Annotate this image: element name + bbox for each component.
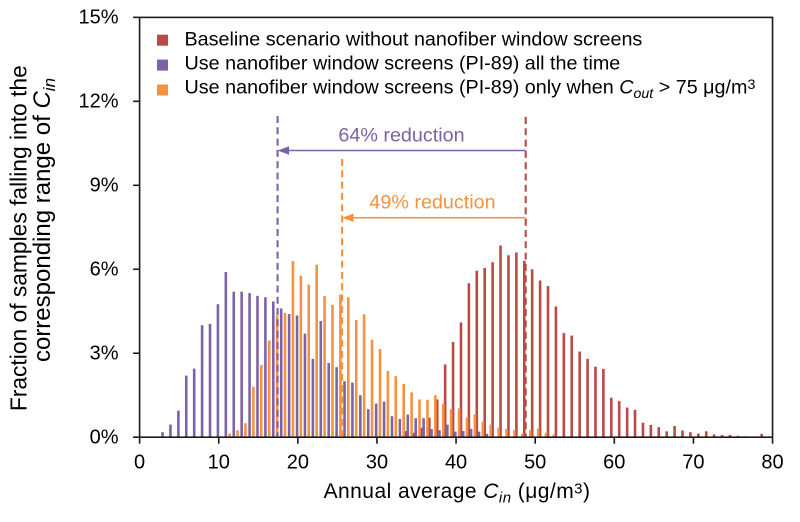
svg-text:60: 60 xyxy=(603,451,625,473)
svg-text:80: 80 xyxy=(761,451,783,473)
svg-text:Use nanofiber window screens (: Use nanofiber window screens (PI-89) all… xyxy=(185,53,621,75)
svg-text:64% reduction: 64% reduction xyxy=(338,125,464,147)
svg-text:30: 30 xyxy=(366,451,388,473)
svg-text:15%: 15% xyxy=(78,7,118,29)
svg-text:10: 10 xyxy=(208,451,230,473)
svg-text:Use nanofiber window screens (: Use nanofiber window screens (PI-89) onl… xyxy=(185,77,756,102)
svg-text:70: 70 xyxy=(682,451,704,473)
svg-text:3%: 3% xyxy=(90,343,119,365)
svg-text:6%: 6% xyxy=(90,259,119,281)
svg-text:49% reduction: 49% reduction xyxy=(369,191,495,213)
svg-text:12%: 12% xyxy=(78,91,118,113)
svg-text:20: 20 xyxy=(287,451,309,473)
svg-text:40: 40 xyxy=(445,451,467,473)
svg-text:0%: 0% xyxy=(90,427,119,449)
svg-text:corresponding range of Cin: corresponding range of Cin xyxy=(29,78,59,362)
svg-text:Baseline scenario without nano: Baseline scenario without nanofiber wind… xyxy=(185,29,643,51)
svg-text:50: 50 xyxy=(524,451,546,473)
svg-text:Fraction of samples falling in: Fraction of samples falling into the xyxy=(5,65,31,411)
svg-text:Annual average Cin (μg/m3​): Annual average Cin (μg/m3​) xyxy=(324,480,591,507)
svg-text:0: 0 xyxy=(134,451,145,473)
svg-text:9%: 9% xyxy=(90,175,119,197)
